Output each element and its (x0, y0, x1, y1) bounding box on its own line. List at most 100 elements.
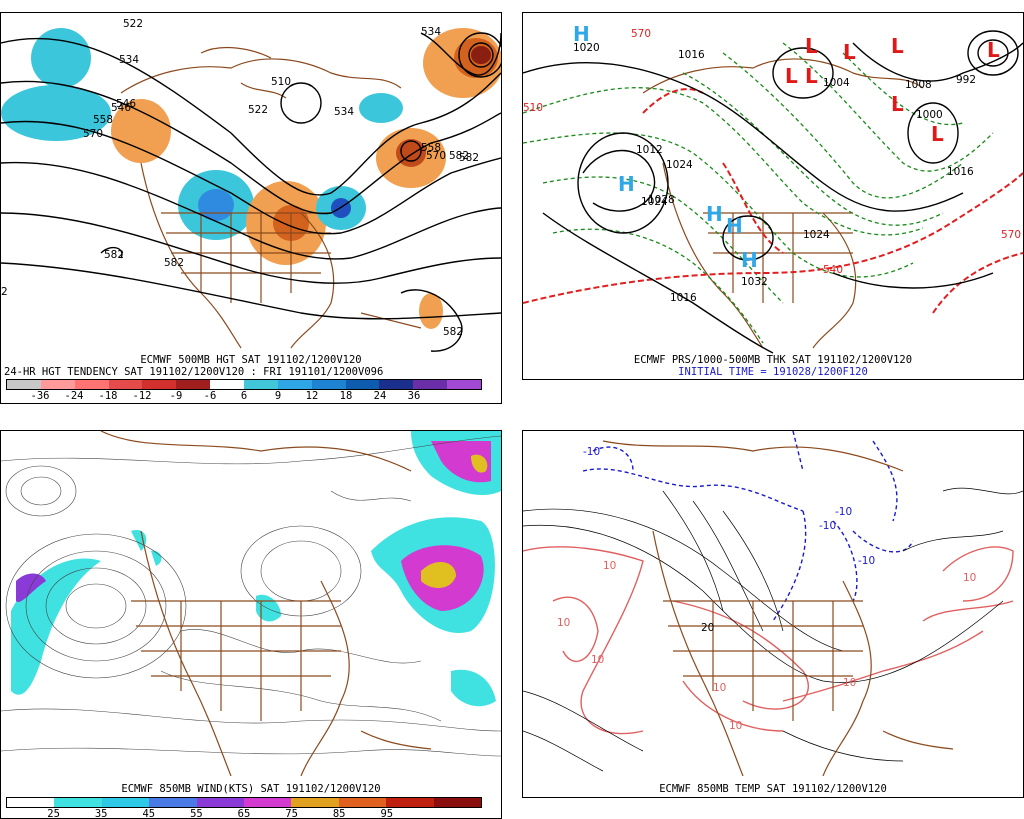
colorbar-swatch (291, 798, 339, 807)
colorbar-swatch (40, 380, 75, 389)
thickness-label: 570 (1001, 229, 1021, 241)
temperature-labels: -10 -10 -10 10 10 10 10 10 -10 20 10 10 (557, 446, 976, 732)
contour-label: 558 (421, 142, 441, 154)
colorbar-swatch (244, 380, 278, 389)
isotherm-label: 10 (963, 572, 976, 584)
contour-label: 534 (334, 106, 354, 118)
panel-thickness-title: ECMWF PRS/1000-500MB THK SAT 191102/1200… (633, 354, 913, 366)
colorbar-tick: 35 (94, 808, 108, 819)
pressure-centers: H H H H H L L L L L L L L (573, 22, 1000, 272)
isobar-label: 1016 (678, 49, 705, 61)
temperature-isotherms (523, 487, 1023, 772)
isotherm-label: 10 (603, 560, 616, 572)
panel-500mb-subtitle: 24-HR HGT TENDENCY SAT 191102/1200V120 :… (4, 366, 384, 378)
isotherm-label: 10 (557, 617, 570, 629)
coastlines (120, 47, 422, 349)
colorbar-swatch (149, 798, 197, 807)
isobar-label: 1024 (666, 159, 693, 171)
map-pressure-thickness: H H H H H L L L L L L L L 1020 1016 1024… (523, 22, 1023, 354)
panel-850mb-temp-title: ECMWF 850MB TEMP SAT 191102/1200V120 (659, 783, 887, 795)
tendency-colorbar-ticks: -36 -24 -18 -12 -9 -6 6 9 12 18 24 36 (6, 390, 480, 402)
colorbar-tick: 55 (190, 808, 203, 819)
colorbar-swatch (379, 380, 414, 389)
colorbar-tick: 25 (47, 808, 60, 819)
map-500mb-height: 522 534 546 558 570 582 534 558 570 582 … (1, 18, 501, 352)
colorbar-swatch (7, 380, 41, 389)
colorbar-tick: 65 (237, 808, 251, 819)
low-pressure-icon: L (843, 40, 856, 64)
panel-850mb-wind: ECMWF 850MB WIND(KTS) SAT 191102/1200V12… (0, 430, 502, 819)
colorbar-swatch (338, 798, 387, 807)
colorbar-swatch (277, 380, 312, 389)
contour-label: 582 (164, 257, 184, 269)
colorbar-swatch (196, 798, 245, 807)
coastlines (100, 431, 432, 776)
thickness-contours-green (523, 42, 994, 344)
colorbar-tick: 12 (305, 390, 319, 402)
colorbar-tick: 85 (332, 808, 346, 819)
contour-label: 546 (116, 98, 136, 110)
colorbar-swatch (433, 798, 482, 807)
colorbar-tick: 45 (142, 808, 156, 819)
isotherm-label: 10 (713, 682, 726, 694)
isobar-label: 1016 (670, 292, 697, 304)
colorbar-swatch (210, 380, 245, 389)
colorbar-swatch (74, 380, 109, 389)
contour-label: 510 (271, 76, 291, 88)
contour-label: 522 (123, 18, 143, 30)
high-pressure-icon: H (726, 214, 743, 238)
isobar-label: 1012 (636, 144, 663, 156)
high-pressure-icon: H (618, 172, 635, 196)
colorbar-tick: -9 (169, 390, 183, 402)
colorbar-tick: 9 (274, 390, 282, 402)
contour-label: 2 (1, 286, 8, 298)
map-850mb-wind (1, 431, 501, 776)
colorbar-swatch (386, 798, 434, 807)
colorbar-swatch (311, 380, 346, 389)
colorbar-tick: 6 (240, 390, 248, 402)
isobar-label: 1024 (641, 196, 668, 208)
contour-label: 582 (449, 150, 469, 162)
isobar-label: 1032 (741, 276, 768, 288)
isobar-label: 1028 (648, 194, 675, 206)
contour-label: 582 (459, 152, 479, 164)
height-contour-labels: 522 534 546 558 570 582 534 558 570 582 … (1, 18, 479, 338)
colorbar-swatch (447, 380, 482, 389)
isobar-label: 1020 (573, 42, 600, 54)
panel-850mb-temp: -10 -10 -10 10 10 10 10 10 -10 20 10 10 … (522, 430, 1024, 798)
isobar-label: 1004 (823, 77, 850, 89)
map-850mb-temp: -10 -10 -10 10 10 10 10 10 -10 20 10 10 (523, 431, 1023, 776)
isotherm-label: 10 (591, 654, 604, 666)
colorbar-swatch (142, 380, 177, 389)
isotherm-label: -10 (835, 506, 852, 518)
colorbar-swatch (7, 798, 55, 807)
temperature-contours-positive (523, 546, 1014, 735)
colorbar-tick: 18 (339, 390, 353, 402)
low-pressure-icon: L (785, 64, 798, 88)
colorbar-tick: -12 (132, 390, 152, 402)
isobar-label: 1016 (947, 166, 974, 178)
high-pressure-icon: H (706, 202, 723, 226)
low-pressure-icon: L (891, 34, 904, 58)
high-pressure-icon: H (741, 248, 758, 272)
colorbar-tick: -6 (203, 390, 217, 402)
isobar-label: 992 (956, 74, 976, 86)
panel-500mb-title: ECMWF 500MB HGT SAT 191102/1200V120 (140, 354, 362, 366)
thickness-contours-red (523, 88, 1023, 314)
low-pressure-icon: L (931, 122, 944, 146)
contour-label: 534 (421, 26, 441, 38)
height-tendency-fill (1, 28, 501, 329)
thickness-label: 540 (823, 264, 843, 276)
wind-speed-colorbar-ticks: 25 35 45 55 65 75 85 95 (6, 808, 480, 819)
isotherm-label: 20 (701, 622, 714, 634)
coastlines (642, 58, 924, 349)
isotherm-label: 10 (843, 677, 856, 689)
isobars (523, 30, 1023, 354)
low-pressure-icon: L (805, 34, 818, 58)
isotherm-label: -10 (819, 520, 836, 532)
coastlines (602, 440, 954, 776)
colorbar-tick: -24 (64, 390, 84, 402)
colorbar-tick: 75 (285, 808, 298, 819)
colorbar-tick: -18 (98, 390, 118, 402)
high-pressure-icon: H (573, 22, 590, 46)
